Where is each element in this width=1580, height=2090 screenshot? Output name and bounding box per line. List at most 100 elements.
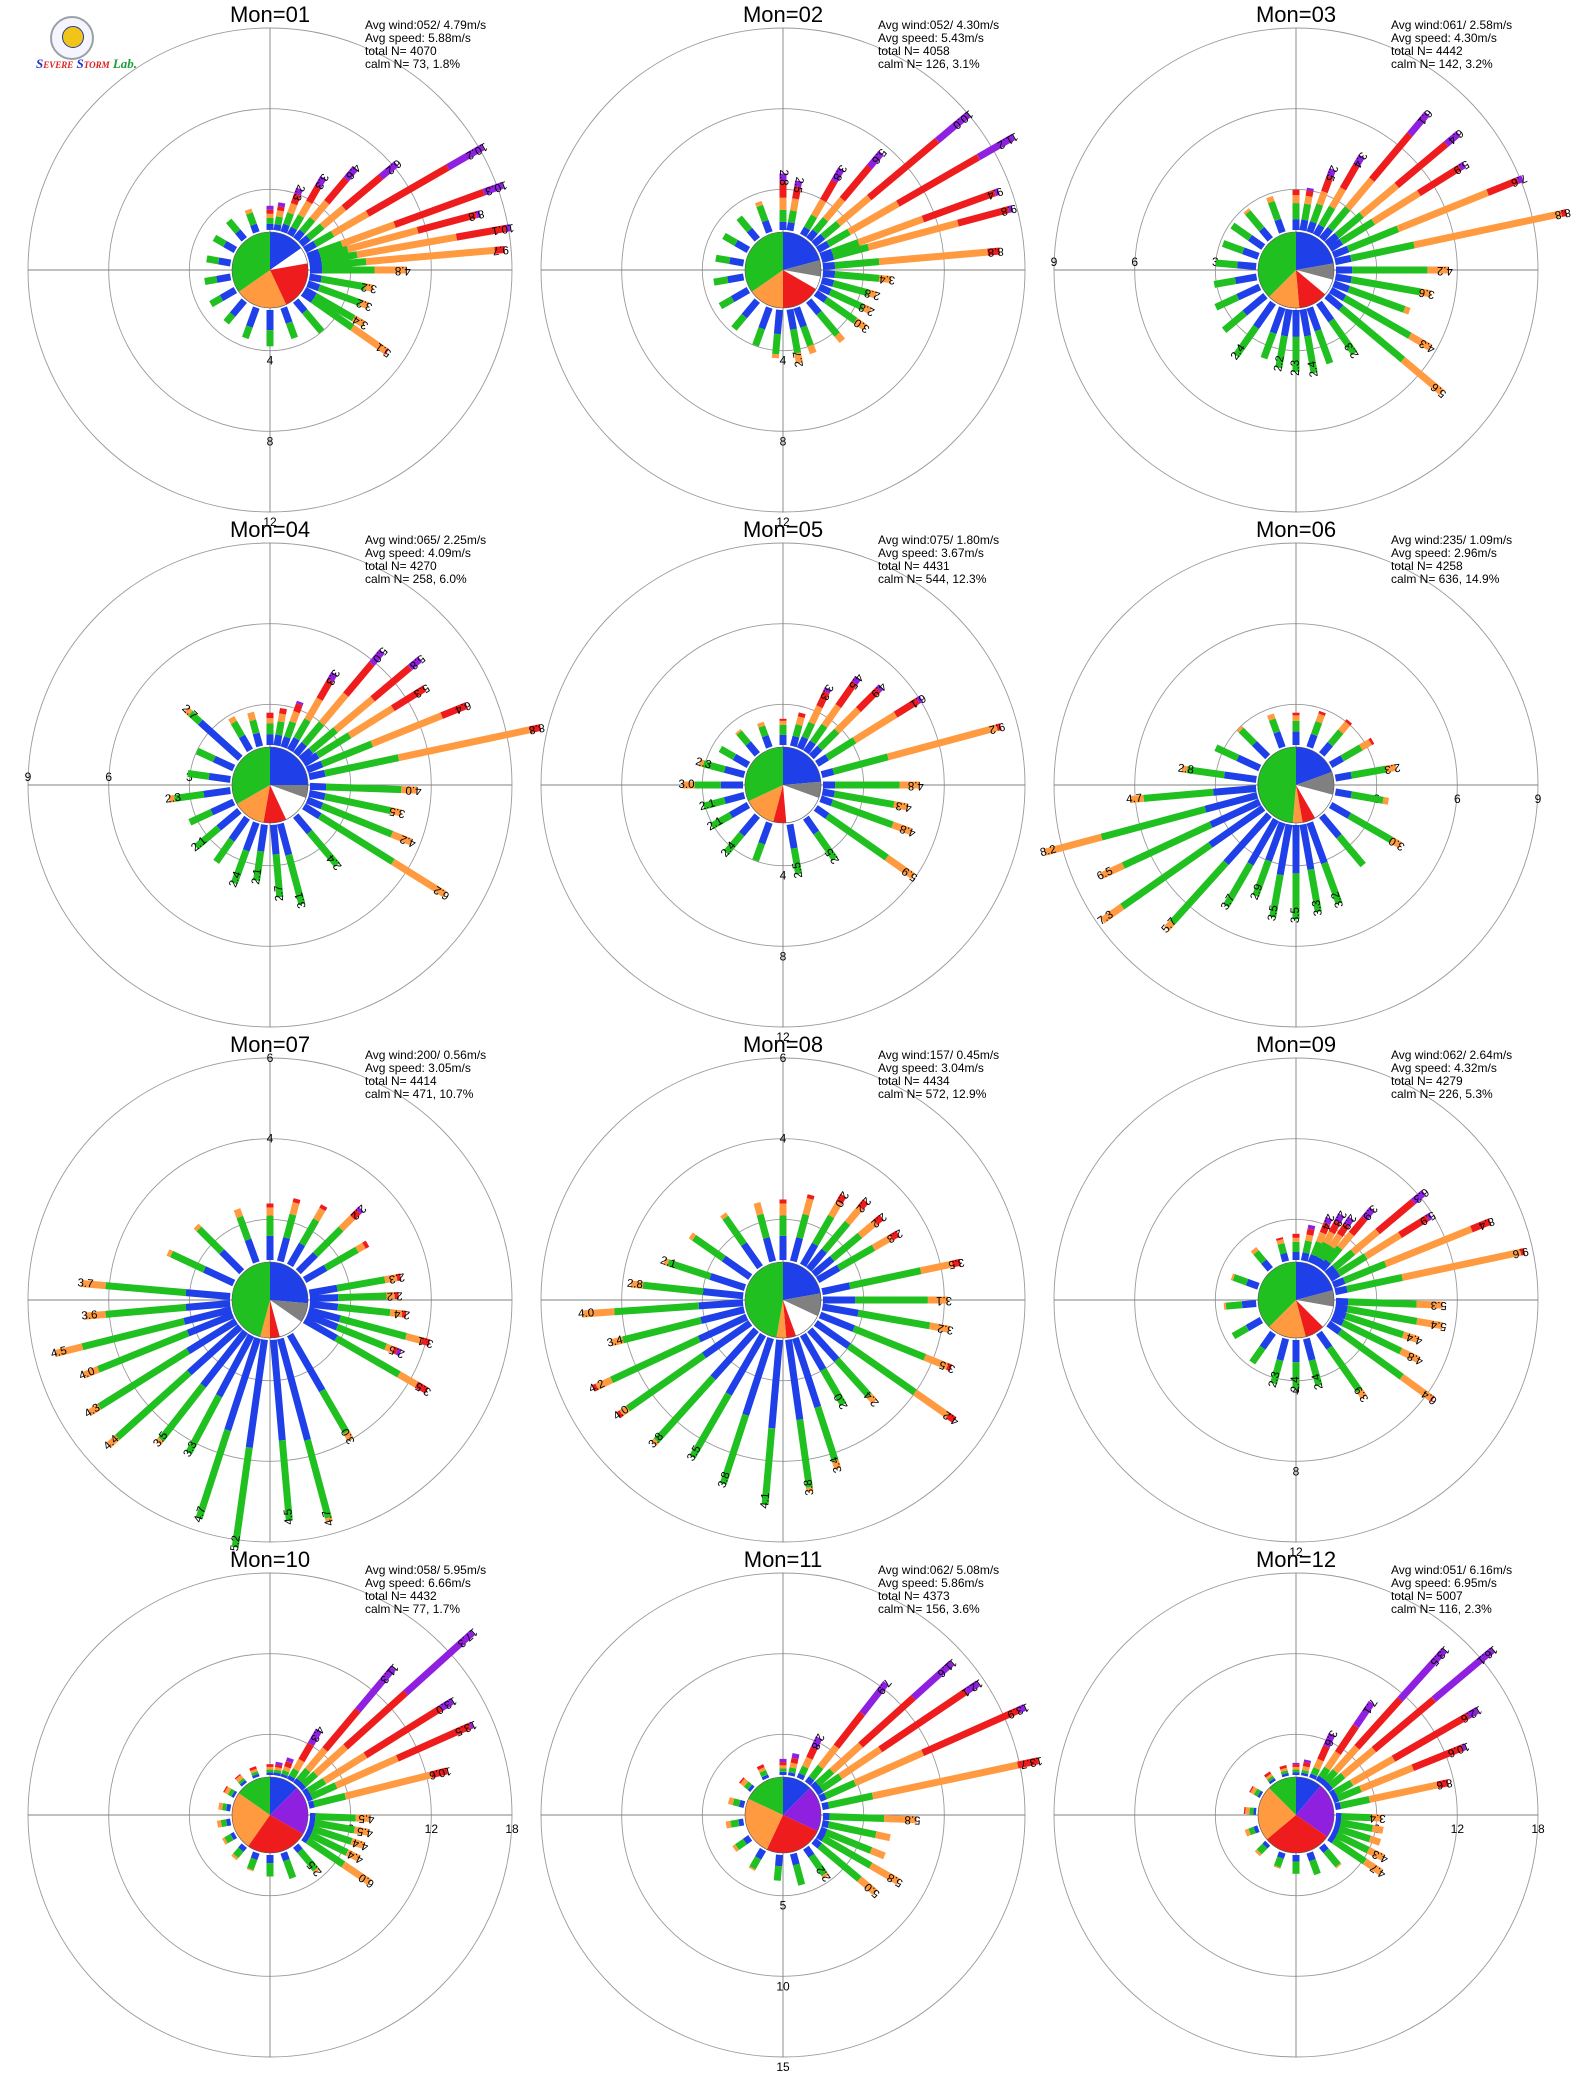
calm-pie-slice	[1257, 746, 1296, 823]
bar-segment	[285, 1757, 294, 1764]
bar-segment	[820, 768, 835, 779]
direction-bar: 4.5	[309, 1812, 375, 1825]
bar-segment	[226, 1818, 232, 1827]
bar-segment	[1361, 1206, 1375, 1221]
bar-segment	[1292, 310, 1300, 337]
bar-segment	[336, 1276, 386, 1292]
bar-segment	[1408, 332, 1433, 351]
bar-segment	[389, 1309, 403, 1318]
bar-segment	[811, 1838, 823, 1849]
bar-segment	[294, 187, 303, 196]
bar-segment	[1350, 241, 1415, 262]
bar-segment	[1470, 1218, 1492, 1233]
bar-segment	[1302, 1762, 1311, 1768]
bar-segment	[115, 1370, 192, 1441]
bar-segment	[1416, 1300, 1443, 1309]
bar-segment	[397, 1371, 419, 1388]
bar-segment	[857, 1876, 878, 1896]
bar-segment	[857, 1199, 869, 1210]
bar-segment	[391, 858, 448, 898]
bar-value-label: 8.6	[1435, 1776, 1453, 1791]
bar-segment	[1343, 1216, 1354, 1228]
bar-value-label: 8.8	[1554, 206, 1572, 221]
bar-segment	[249, 1766, 257, 1771]
bar-segment	[794, 180, 803, 188]
bar-segment	[1245, 210, 1265, 232]
bar-segment	[1334, 1818, 1342, 1827]
bar-value-label: 3.2	[355, 296, 374, 313]
bar-segment	[779, 1762, 787, 1766]
bar-segment	[789, 1762, 798, 1769]
bar-segment	[1267, 1775, 1275, 1783]
calm-pie-slice	[766, 1815, 818, 1853]
bar-segment	[614, 1302, 700, 1316]
direction-bar: 4.3	[286, 1724, 326, 1783]
bar-segment	[281, 1769, 290, 1777]
bar-value-label: 7.6	[1509, 171, 1528, 188]
bar-segment	[792, 1336, 822, 1409]
bar-segment	[721, 1255, 753, 1280]
bar-segment	[807, 344, 817, 355]
bar-value-label: 5.8	[904, 1813, 920, 1826]
bar-value-label: 3.5	[388, 804, 406, 819]
bar-segment	[293, 741, 308, 757]
direction-bar: 2.0	[799, 1332, 851, 1411]
bar-segment	[282, 1766, 291, 1773]
bar-segment	[280, 306, 293, 324]
pie-outline	[231, 231, 309, 309]
bar-segment	[1314, 329, 1334, 365]
bar-segment	[1275, 335, 1288, 369]
bar-segment	[816, 310, 840, 337]
direction-bar	[1306, 710, 1326, 749]
bar-segment	[1436, 1779, 1449, 1789]
bar-segment	[296, 700, 304, 706]
bar-value-label: 2.8	[863, 286, 882, 302]
bar-segment	[1466, 1707, 1480, 1719]
direction-bar: 3.5	[1266, 823, 1293, 922]
bar-value-label: 8.8	[987, 245, 1004, 258]
bar-segment	[1316, 300, 1335, 323]
bar-segment	[306, 1778, 327, 1794]
bar-value-label: 2.7	[791, 350, 806, 368]
bar-segment	[1344, 177, 1375, 211]
bar-segment	[170, 1250, 206, 1273]
bar-segment	[1186, 766, 1225, 779]
bar-segment	[1099, 862, 1125, 879]
direction-bar: 2.5	[305, 1311, 407, 1360]
bar-segment	[806, 1746, 818, 1760]
bar-segment	[734, 239, 751, 254]
bar-segment	[1299, 308, 1312, 337]
bar-segment	[1334, 788, 1352, 799]
calm-pie-slice	[1296, 785, 1333, 818]
bar-segment	[795, 716, 805, 726]
panel-title: Mon=05	[743, 517, 823, 542]
bar-segment	[1328, 755, 1344, 769]
bar-segment	[1043, 833, 1103, 856]
bar-segment	[370, 712, 444, 748]
bar-segment	[325, 783, 402, 794]
direction-bar: 9.7	[309, 243, 509, 271]
bar-segment	[1328, 1220, 1341, 1235]
bar-value-label: 9.8	[999, 202, 1018, 218]
bar-segment	[1277, 1851, 1286, 1859]
bar-segment	[736, 730, 751, 746]
bar-segment	[812, 217, 829, 234]
ring-label: 12	[776, 1030, 790, 1044]
bar-segment	[799, 226, 811, 238]
bar-segment	[773, 309, 784, 335]
bar-segment	[228, 716, 237, 725]
bar-segment	[1323, 1732, 1336, 1748]
bar-segment	[822, 781, 836, 789]
bar-segment	[266, 1766, 274, 1770]
bar-segment	[1259, 1330, 1276, 1350]
bar-segment	[996, 723, 1002, 732]
direction-bar	[713, 273, 745, 286]
bar-segment	[1236, 725, 1244, 733]
bar-segment	[1359, 1764, 1415, 1793]
calm-pie-slice	[773, 785, 787, 824]
bar-segment	[732, 753, 751, 769]
bar-segment	[374, 266, 407, 274]
bar-segment	[1244, 1828, 1251, 1837]
bar-segment	[355, 1242, 366, 1253]
